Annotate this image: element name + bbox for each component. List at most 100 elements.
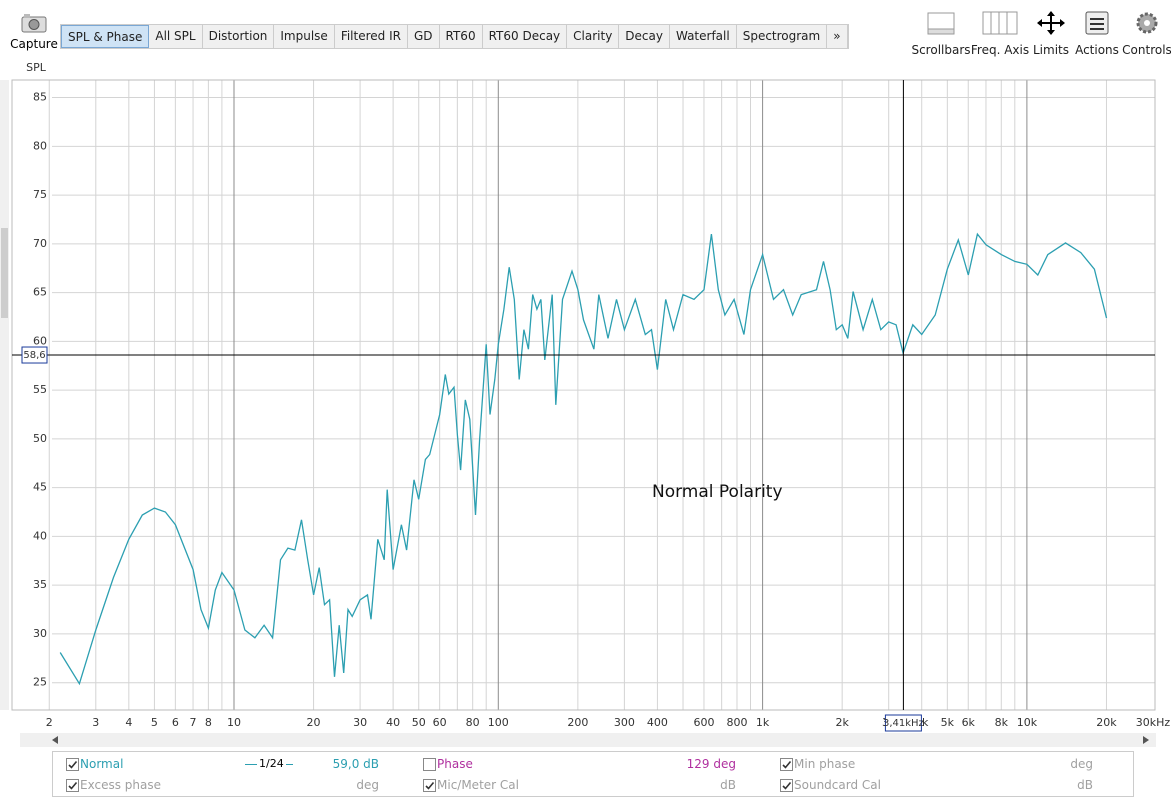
button-label: Scrollbars <box>911 43 971 57</box>
toolbar-button[interactable]: Scrollbars <box>911 10 971 57</box>
button-label: Limits <box>1033 43 1069 57</box>
x-tick-label: 5 <box>151 716 158 729</box>
tab[interactable]: Distortion <box>203 25 275 48</box>
cursor-x-box <box>884 714 922 732</box>
x-tick-label: 30kHz <box>1136 716 1171 729</box>
scroll-right[interactable] <box>1143 736 1149 744</box>
tab[interactable]: RT60 Decay <box>483 25 568 48</box>
plot-border <box>11 79 1156 711</box>
button-icon <box>927 12 955 35</box>
checkmark <box>782 760 792 769</box>
legend-value: 129 deg <box>686 757 736 771</box>
legend-value: dB <box>720 778 736 792</box>
button-icon <box>1136 12 1158 34</box>
y-tick-label: 45 <box>33 481 47 494</box>
x-tick-label: 300 <box>614 716 635 729</box>
checkbox[interactable] <box>423 758 436 771</box>
y-tick-label: 25 <box>33 676 47 689</box>
x-tick-label: 20k <box>1096 716 1117 729</box>
checkmark <box>68 781 78 790</box>
legend-value: 59,0 dB <box>332 757 379 771</box>
legend-name: Phase <box>437 757 473 771</box>
legend-name: Soundcard Cal <box>794 778 881 792</box>
legend-name: Mic/Meter Cal <box>437 778 519 792</box>
tab[interactable]: GD <box>408 25 440 48</box>
cursor-y-label: 58,6 <box>23 350 45 361</box>
legend-value: dB <box>1077 778 1093 792</box>
y-tick-label: 70 <box>33 237 47 250</box>
tab[interactable]: SPL & Phase <box>61 25 150 48</box>
v-scrollbar <box>0 80 9 710</box>
y-tick-label: 60 <box>33 334 47 347</box>
toolbar-button[interactable]: Actions <box>1067 10 1127 57</box>
x-tick-label: 600 <box>693 716 714 729</box>
checkbox[interactable] <box>66 779 79 792</box>
x-tick-label: 3 <box>92 716 99 729</box>
x-tick-label: 6k <box>962 716 976 729</box>
tab[interactable]: » <box>827 25 848 48</box>
checkbox[interactable] <box>423 779 436 792</box>
y-axis-label: SPL <box>26 61 47 74</box>
y-tick-label: 50 <box>33 432 47 445</box>
x-tick-label: 1k <box>756 716 770 729</box>
legend-value: deg <box>1070 757 1093 771</box>
tab[interactable]: Impulse <box>274 25 335 48</box>
tab[interactable]: Filtered IR <box>335 25 408 48</box>
x-tick-label: 2 <box>46 716 53 729</box>
h-scrollbar <box>20 733 1156 747</box>
button-label: Controls <box>1122 43 1171 57</box>
x-tick-label: 2k <box>835 716 849 729</box>
cursor-y-box <box>21 346 48 364</box>
x-tick-label: 80 <box>466 716 480 729</box>
v-scroll-thumb[interactable] <box>1 228 8 318</box>
x-tick-label: 200 <box>567 716 588 729</box>
spl-line <box>59 232 1108 686</box>
button-icon <box>1085 11 1109 35</box>
checkbox[interactable] <box>780 779 793 792</box>
button-icon <box>1037 11 1065 35</box>
x-tick-label: 7 <box>190 716 197 729</box>
x-tick-label: 60 <box>433 716 447 729</box>
toolbar-button[interactable]: Controls <box>1117 10 1171 57</box>
x-tick-label: 20 <box>307 716 321 729</box>
checkbox[interactable] <box>66 758 79 771</box>
cursor-x-label: 3,41kHz <box>883 718 924 729</box>
x-tick-label: 100 <box>488 716 509 729</box>
toolbar-button[interactable]: Freq. Axis <box>970 10 1030 57</box>
tab[interactable]: RT60 <box>440 25 483 48</box>
x-tick-label: 5k <box>941 716 955 729</box>
button-label: Actions <box>1075 43 1119 57</box>
annotation: Normal Polarity <box>652 482 783 502</box>
scroll-left[interactable] <box>52 736 58 744</box>
x-tick-label: 6 <box>172 716 179 729</box>
tab[interactable]: All SPL <box>149 25 203 48</box>
x-tick-label: 40 <box>386 716 400 729</box>
x-tick-label: 10 <box>227 716 241 729</box>
tab[interactable]: Waterfall <box>670 25 737 48</box>
button-icon <box>982 11 1018 35</box>
y-tick-label: 75 <box>33 188 47 201</box>
x-tick-label: 8 <box>205 716 212 729</box>
capture-button[interactable]: Capture <box>10 12 58 51</box>
capture-label: Capture <box>10 37 58 51</box>
x-tick-label: 400 <box>647 716 668 729</box>
smoothing-label[interactable]: 1/24 <box>257 755 286 773</box>
checkmark <box>782 781 792 790</box>
y-tick-label: 35 <box>33 578 47 591</box>
x-tick-label: 30 <box>353 716 367 729</box>
checkmark <box>425 781 435 790</box>
y-tick-label: 80 <box>33 139 47 152</box>
x-tick-label: 50 <box>412 716 426 729</box>
y-tick-label: 85 <box>33 91 47 104</box>
camera-icon <box>21 14 47 33</box>
legend-value: deg <box>356 778 379 792</box>
tab[interactable]: Decay <box>619 25 670 48</box>
y-tick-label: 55 <box>33 383 47 396</box>
toolbar-button[interactable]: Limits <box>1021 10 1081 57</box>
checkbox[interactable] <box>780 758 793 771</box>
y-tick-label: 40 <box>33 529 47 542</box>
tab[interactable]: Spectrogram <box>737 25 828 48</box>
tab[interactable]: Clarity <box>567 25 620 48</box>
